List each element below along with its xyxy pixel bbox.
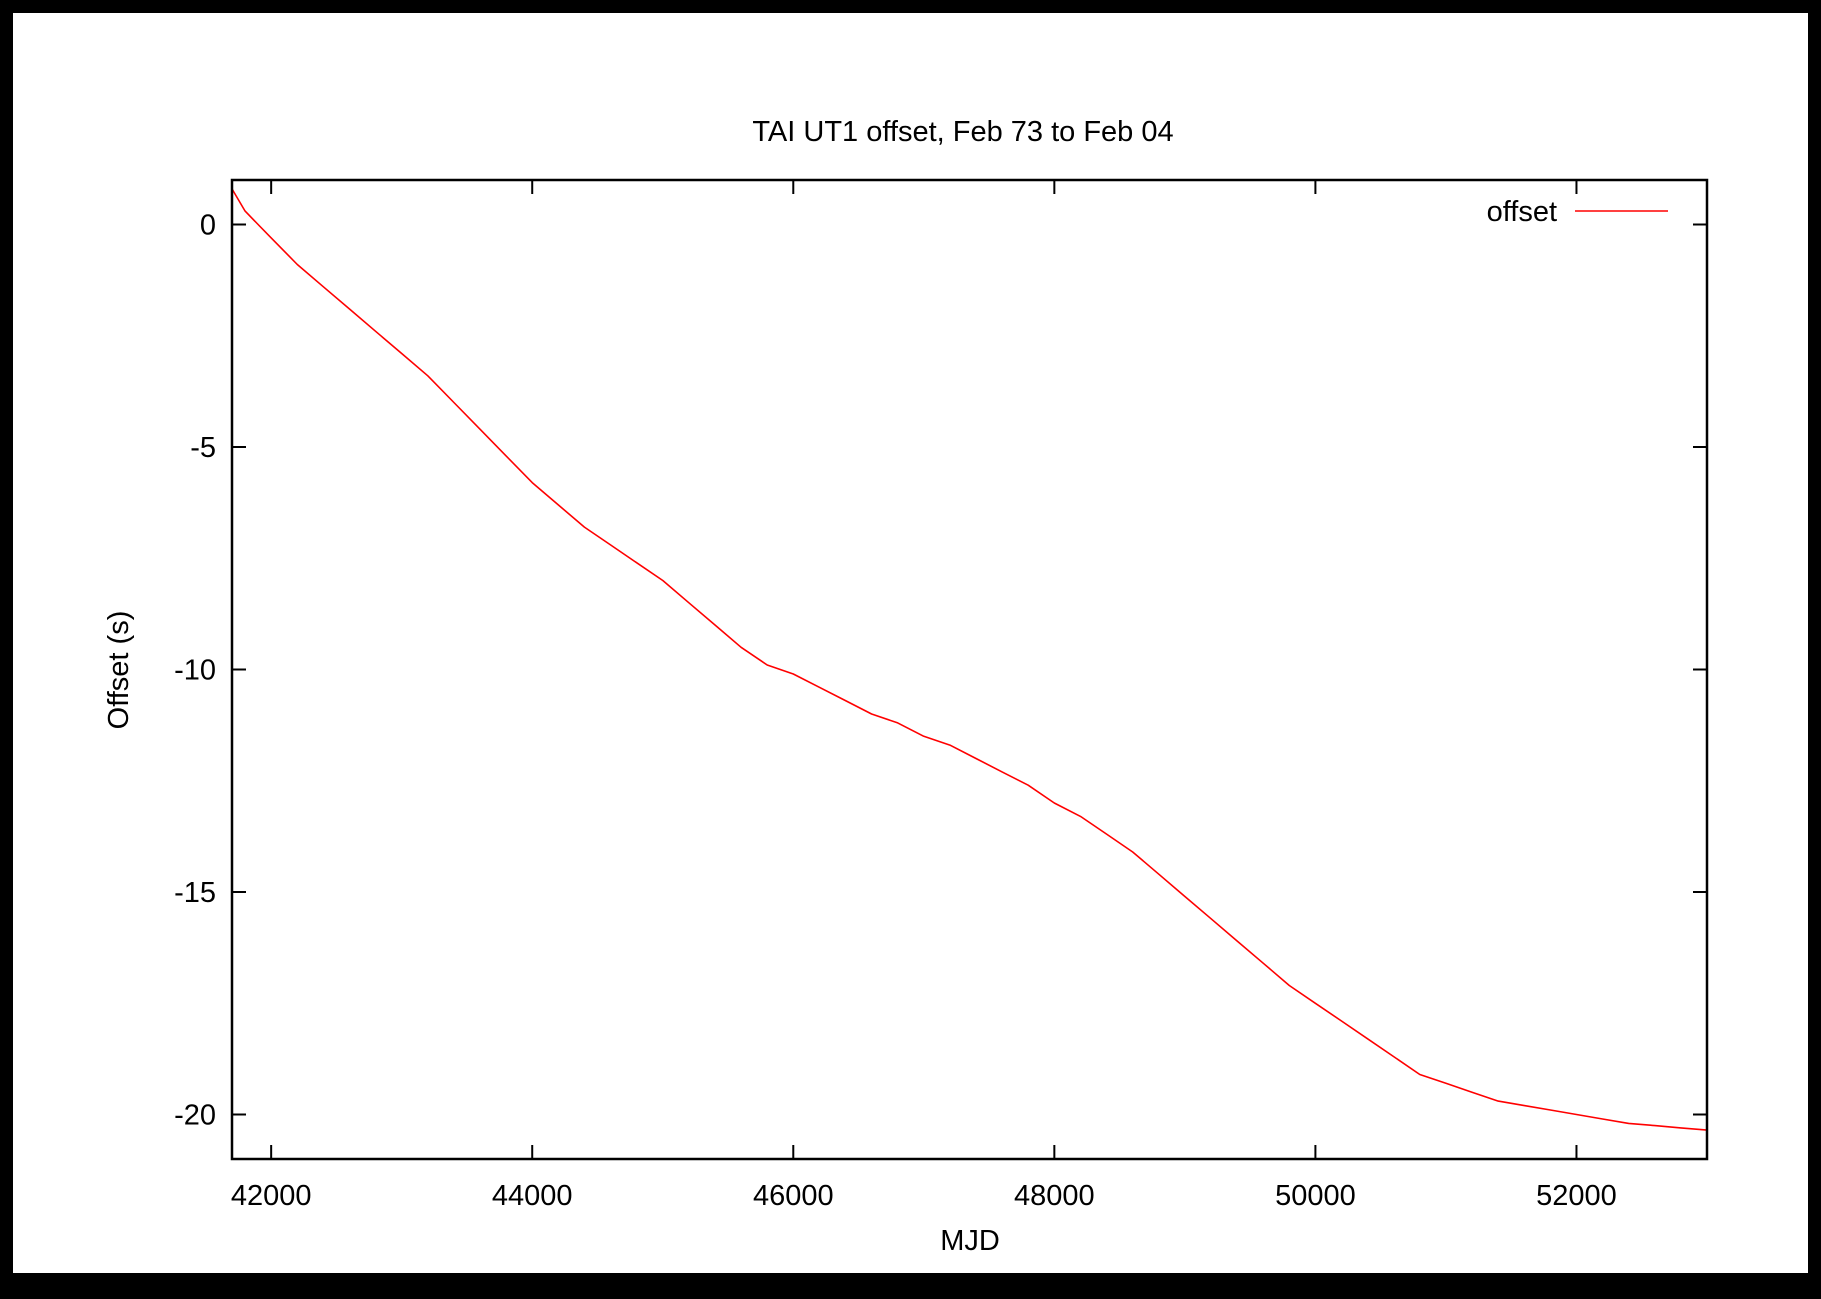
plot-border (230, 178, 1709, 1161)
legend: offset (1487, 196, 1668, 228)
y-tick-label: -5 (190, 432, 216, 464)
series-layer (231, 188, 1708, 1131)
y-tick-label: 0 (200, 210, 216, 242)
y-axis-label: Offset (s) (103, 611, 135, 730)
chart-title: TAI UT1 offset, Feb 73 to Feb 04 (752, 116, 1173, 148)
x-axis-label: MJD (940, 1225, 1000, 1257)
axis-ticks (232, 180, 1707, 1159)
x-tick-label: 46000 (753, 1180, 834, 1212)
y-tick-label: -20 (174, 1100, 216, 1132)
x-tick-label: 42000 (231, 1180, 312, 1212)
legend-label-offset: offset (1487, 196, 1557, 228)
x-tick-label: 52000 (1536, 1180, 1617, 1212)
chart-svg: TAI UT1 offset, Feb 73 to Feb 04 MJD Off… (103, 116, 1709, 1257)
x-tick-label: 50000 (1275, 1180, 1356, 1212)
x-tick-label: 44000 (492, 1180, 573, 1212)
y-tick-label: -10 (174, 655, 216, 687)
axis-tick-labels: 42000 44000 46000 48000 50000 52000 0 -5 -10 -15 -… (174, 210, 1617, 1213)
series-line-offset (231, 188, 1708, 1131)
x-tick-label: 48000 (1014, 1180, 1095, 1212)
y-tick-label: -15 (174, 877, 216, 909)
